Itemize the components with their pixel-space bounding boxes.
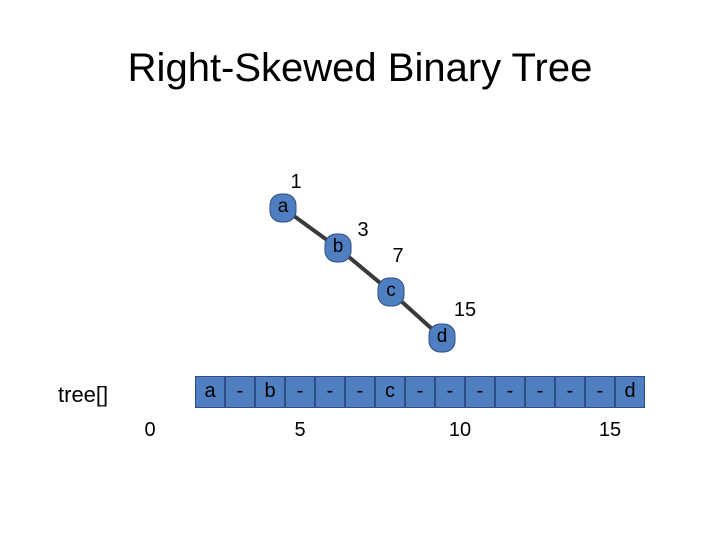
array-cell-8: - — [405, 376, 435, 408]
array-index-0: 0 — [144, 419, 156, 441]
page-title: Right-Skewed Binary Tree — [127, 46, 593, 90]
node-d-label: d — [436, 326, 448, 347]
array-cell-4: - — [285, 376, 315, 408]
node-a-index: 1 — [290, 171, 302, 193]
node-a-box — [269, 193, 297, 223]
node-c-box — [377, 277, 405, 307]
node-a-label: a — [277, 196, 289, 217]
array-cell-10: - — [465, 376, 495, 408]
node-d-index: 15 — [453, 299, 477, 321]
array-name: tree[] — [58, 382, 109, 407]
array-cell-13: - — [555, 376, 585, 408]
tree-array: a - b - - - c - - - - - - - d — [165, 376, 645, 408]
array-cell-0 — [165, 376, 195, 408]
array-cell-5: - — [315, 376, 345, 408]
node-c-index: 7 — [392, 245, 404, 267]
array-index-10: 10 — [448, 419, 472, 441]
array-cell-15: d — [615, 376, 645, 408]
array-cell-6: - — [345, 376, 375, 408]
array-cell-9: - — [435, 376, 465, 408]
array-cell-11: - — [495, 376, 525, 408]
node-b-index: 3 — [357, 219, 369, 241]
node-c-label: c — [386, 280, 396, 301]
array-cell-14: - — [585, 376, 615, 408]
node-b-label: b — [332, 236, 344, 257]
array-cell-12: - — [525, 376, 555, 408]
array-index-5: 5 — [294, 419, 306, 441]
array-cell-1: a — [195, 376, 225, 408]
array-index-15: 15 — [598, 419, 622, 441]
array-cell-7: c — [375, 376, 405, 408]
array-cell-3: b — [255, 376, 285, 408]
array-cell-2: - — [225, 376, 255, 408]
node-d-box — [428, 323, 456, 353]
node-b-box — [324, 233, 352, 263]
